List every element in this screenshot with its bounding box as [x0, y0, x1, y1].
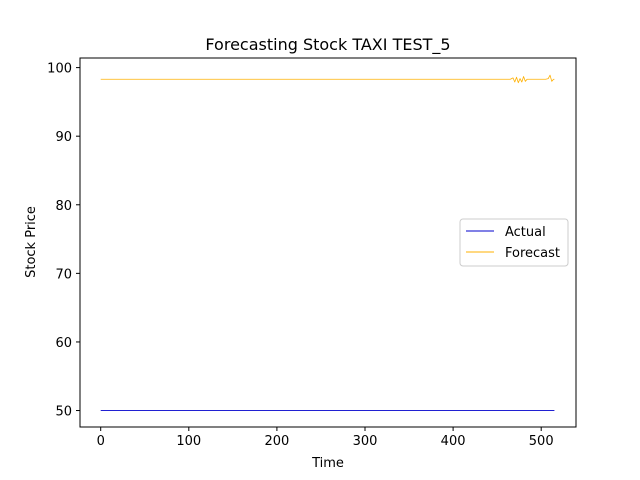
x-axis-label: Time — [311, 456, 344, 471]
y-tick-label: 50 — [55, 405, 72, 420]
y-tick-label: 80 — [55, 199, 72, 214]
x-tick-label: 500 — [529, 434, 554, 449]
x-tick-label: 300 — [353, 434, 378, 449]
y-axis-label: Stock Price — [24, 206, 39, 278]
y-tick-label: 70 — [55, 267, 72, 282]
x-axis: 0 100 200 300 400 500 — [97, 427, 554, 449]
plot-frame — [79, 57, 577, 428]
legend-label-actual: Actual — [505, 225, 546, 240]
legend: Actual Forecast — [459, 218, 569, 267]
chart-title: Forecasting Stock TAXI TEST_5 — [205, 35, 450, 55]
series-layer — [100, 74, 555, 411]
x-tick-label: 0 — [97, 434, 105, 449]
y-tick-label: 100 — [47, 62, 72, 77]
y-axis: 50 60 70 80 90 100 — [47, 62, 80, 420]
y-tick-label: 60 — [55, 336, 72, 351]
x-tick-label: 100 — [176, 434, 201, 449]
x-tick-label: 200 — [264, 434, 289, 449]
y-tick-label: 90 — [55, 130, 72, 145]
x-tick-label: 400 — [441, 434, 466, 449]
series-line-forecast — [100, 74, 555, 84]
plot-area — [79, 57, 577, 428]
legend-label-forecast: Forecast — [505, 246, 560, 261]
